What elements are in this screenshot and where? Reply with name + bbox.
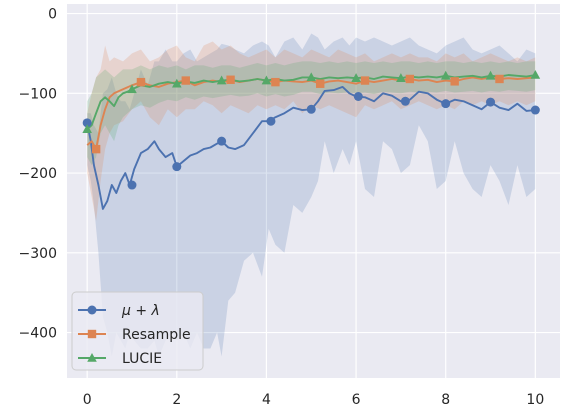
marker-mu-plus-lambda xyxy=(353,92,363,102)
marker-lucie xyxy=(172,78,182,88)
x-tick-label: 6 xyxy=(352,392,361,408)
legend-label-resample: Resample xyxy=(122,327,191,343)
marker-mu-plus-lambda xyxy=(441,99,451,109)
band-mu-plus-lambda xyxy=(87,33,536,357)
gridlines xyxy=(67,4,560,378)
x-axis-ticks: 0 2 4 6 8 10 xyxy=(83,392,545,408)
marker-lucie xyxy=(261,75,272,85)
marker-resample xyxy=(271,77,280,87)
marker-mu-plus-lambda xyxy=(486,97,496,107)
marker-mu-plus-lambda xyxy=(266,116,276,126)
marker-lucie xyxy=(485,70,496,80)
marker-mu-plus-lambda xyxy=(172,162,182,172)
marker-resample xyxy=(495,74,504,84)
x-tick-label: 8 xyxy=(441,392,450,408)
marker-mu-plus-lambda xyxy=(530,105,540,115)
legend-label-lucie: LUCIE xyxy=(122,351,162,367)
marker-lucie xyxy=(306,72,317,82)
y-tick-label: −400 xyxy=(19,326,57,342)
y-tick-label: −100 xyxy=(19,86,57,102)
marker-mu-plus-lambda xyxy=(82,118,92,128)
band-resample xyxy=(87,41,536,221)
marker-resample xyxy=(360,76,370,85)
marker-lucie xyxy=(396,73,406,82)
marker-lucie xyxy=(216,75,227,85)
y-axis-ticks: 0 −100 −200 −300 −400 xyxy=(19,7,57,342)
x-tick-label: 10 xyxy=(526,392,544,408)
x-tick-label: 2 xyxy=(172,392,181,408)
marker-resample xyxy=(136,77,146,87)
marker-resample xyxy=(450,77,459,86)
marker-mu-plus-lambda xyxy=(400,96,410,106)
x-tick-label: 4 xyxy=(262,392,271,408)
confidence-bands xyxy=(87,33,536,357)
marker-lucie xyxy=(530,69,541,79)
marker-mu-plus-lambda xyxy=(217,136,227,146)
marker-resample xyxy=(405,74,415,84)
marker-resample xyxy=(91,144,101,154)
marker-resample xyxy=(181,76,190,85)
marker-mu-plus-lambda xyxy=(306,104,316,114)
legend-label-mu-plus-lambda: μ + λ xyxy=(121,303,160,319)
legend-entry-resample: Resample xyxy=(78,327,191,343)
y-tick-label: −300 xyxy=(19,246,57,262)
legend-marker-mu-plus-lambda xyxy=(87,305,97,315)
legend-marker-lucie xyxy=(87,353,97,362)
marker-mu-plus-lambda xyxy=(127,180,137,190)
marker-resample xyxy=(316,79,325,88)
marker-lucie xyxy=(127,84,137,94)
legend-entry-mu-plus-lambda: μ + λ xyxy=(78,303,160,319)
marker-lucie xyxy=(351,73,361,82)
legend-frame xyxy=(71,291,204,371)
marker-lucie xyxy=(440,70,451,80)
series-markers xyxy=(82,69,541,190)
legend-entry-lucie: LUCIE xyxy=(78,351,162,367)
marker-resample xyxy=(226,75,235,84)
y-tick-label: −200 xyxy=(19,166,57,182)
legend: μ + λ Resample LUCIE xyxy=(71,291,204,371)
y-tick-label: 0 xyxy=(48,7,57,23)
marker-lucie xyxy=(82,124,92,133)
band-lucie xyxy=(87,61,536,166)
x-tick-label: 0 xyxy=(83,392,92,408)
legend-marker-resample xyxy=(87,329,97,339)
